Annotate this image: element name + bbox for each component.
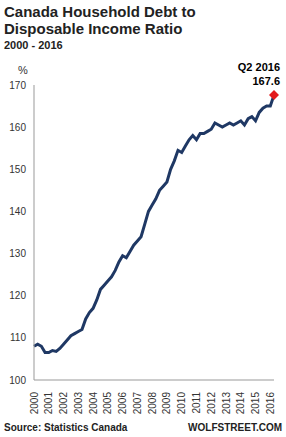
svg-text:2008: 2008 [147, 392, 158, 415]
svg-text:2014: 2014 [235, 392, 246, 415]
svg-text:170: 170 [9, 80, 26, 91]
svg-text:2015: 2015 [250, 392, 261, 415]
svg-text:130: 130 [9, 248, 26, 259]
svg-text:2004: 2004 [88, 392, 99, 415]
svg-text:100: 100 [9, 375, 26, 386]
svg-text:2013: 2013 [221, 392, 232, 415]
svg-text:167.6: 167.6 [252, 75, 278, 87]
svg-text:Q2 2016: Q2 2016 [238, 61, 278, 73]
html-text:2000 - 2016: 2000 - 2016 [4, 39, 63, 51]
html-text:WOLFSTREET.COM: WOLFSTREET.COM [188, 422, 282, 433]
svg-text:110: 110 [10, 332, 26, 343]
html-text:Source: Statistics Canada: Source: Statistics Canada [4, 422, 128, 433]
svg-text:2006: 2006 [117, 392, 128, 415]
svg-text:2009: 2009 [161, 392, 172, 415]
svg-text:2001: 2001 [43, 392, 54, 415]
svg-text:2005: 2005 [102, 392, 113, 415]
svg-text:140: 140 [9, 206, 26, 217]
svg-text:2007: 2007 [132, 392, 143, 415]
svg-text:2012: 2012 [206, 392, 217, 415]
svg-text:2000: 2000 [29, 392, 40, 415]
html-text:Canada Household Debt to Dispo: Canada Household Debt to Disposable Inco… [4, 3, 196, 37]
svg-text:2010: 2010 [176, 392, 187, 415]
svg-text:2002: 2002 [58, 392, 69, 415]
svg-text:150: 150 [9, 164, 26, 175]
svg-text:120: 120 [9, 290, 26, 301]
svg-text:160: 160 [9, 122, 26, 133]
svg-text:2016: 2016 [265, 392, 276, 415]
svg-text:2003: 2003 [73, 392, 84, 415]
svg-text:2011: 2011 [191, 392, 202, 414]
